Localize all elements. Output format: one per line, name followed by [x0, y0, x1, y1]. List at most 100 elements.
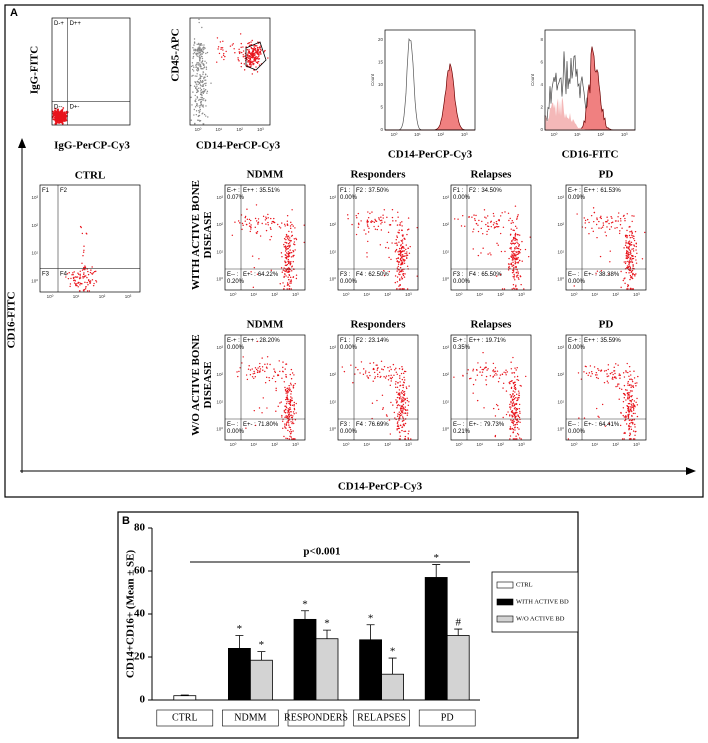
event-dot	[380, 376, 381, 377]
event-dot	[628, 252, 629, 253]
event-dot	[246, 209, 247, 210]
event-dot	[511, 387, 512, 388]
log-tick-label: 10⁰	[329, 277, 336, 282]
event-dot	[617, 385, 618, 386]
event-dot	[626, 242, 627, 243]
event-dot	[594, 212, 595, 213]
event-dot	[399, 271, 400, 272]
event-dot	[395, 282, 396, 283]
event-dot	[397, 244, 398, 245]
event-dot	[512, 288, 513, 289]
event-dot	[513, 237, 514, 238]
event-dot	[511, 223, 512, 224]
event-dot	[518, 253, 519, 254]
event-dot	[625, 245, 626, 246]
event-dot	[286, 417, 287, 418]
event-dot	[283, 436, 284, 437]
event-dot	[296, 278, 297, 279]
event-dot	[230, 45, 231, 46]
event-dot	[275, 381, 276, 382]
event-dot	[514, 248, 515, 249]
log-tick-label: 10⁰	[456, 442, 463, 447]
event-dot	[636, 382, 637, 383]
event-dot	[287, 438, 288, 439]
event-dot	[266, 218, 267, 219]
event-dot	[80, 275, 81, 276]
event-dot	[267, 222, 268, 223]
event-dot	[375, 220, 376, 221]
event-dot	[632, 385, 633, 386]
event-dot	[371, 220, 372, 221]
event-dot	[376, 365, 377, 366]
event-dot	[511, 380, 512, 381]
event-dot	[248, 49, 249, 50]
event-dot	[388, 375, 389, 376]
event-dot	[505, 374, 506, 375]
event-dot	[285, 239, 286, 240]
event-dot	[202, 71, 203, 72]
event-dot	[624, 277, 625, 278]
event-dot	[596, 219, 597, 220]
error-bar	[235, 636, 243, 649]
event-dot	[390, 259, 391, 260]
event-dot	[397, 423, 398, 424]
event-dot	[203, 98, 204, 99]
event-dot	[598, 370, 599, 371]
bar	[360, 640, 382, 700]
event-dot	[293, 387, 294, 388]
event-dot	[284, 276, 285, 277]
event-dot	[627, 406, 628, 407]
event-dot	[510, 401, 511, 402]
event-dot	[477, 225, 478, 226]
log-tick-label: 10²	[384, 292, 391, 297]
event-dot	[195, 101, 196, 102]
event-dot	[367, 220, 368, 221]
event-dot	[635, 402, 636, 403]
event-dot	[401, 406, 402, 407]
event-dot	[218, 46, 219, 47]
event-dot	[200, 94, 201, 95]
event-dot	[514, 391, 515, 392]
event-dot	[202, 97, 203, 98]
event-dot	[205, 105, 206, 106]
event-dot	[509, 381, 510, 382]
event-dot	[255, 367, 256, 368]
event-dot	[222, 41, 223, 42]
event-dot	[624, 220, 625, 221]
event-dot	[517, 367, 518, 368]
event-dot	[249, 52, 250, 53]
event-dot	[365, 372, 366, 373]
event-dot	[475, 215, 476, 216]
event-dot	[293, 405, 294, 406]
event-dot	[405, 423, 406, 424]
event-dot	[199, 107, 200, 108]
event-dot	[79, 277, 80, 278]
event-dot	[508, 220, 509, 221]
event-dot	[253, 287, 254, 288]
event-dot	[625, 236, 626, 237]
event-dot	[250, 61, 251, 62]
event-dot	[634, 400, 635, 401]
event-dot	[275, 388, 276, 389]
event-dot	[266, 377, 267, 378]
event-dot	[292, 265, 293, 266]
event-dot	[602, 404, 603, 405]
event-dot	[410, 438, 411, 439]
event-dot	[222, 49, 223, 50]
event-dot	[604, 382, 605, 383]
event-dot	[241, 43, 242, 44]
event-dot	[629, 244, 630, 245]
log-tick-label: 10³	[633, 292, 640, 297]
event-dot	[462, 375, 463, 376]
event-dot	[386, 376, 387, 377]
event-dot	[633, 244, 634, 245]
event-dot	[258, 47, 259, 48]
event-dot	[281, 378, 282, 379]
quadrant-text: 0.00%	[568, 345, 586, 351]
legend-swatch	[497, 616, 513, 622]
event-dot	[355, 367, 356, 368]
y-tick-label: 40	[134, 608, 146, 620]
quadrant-text: 0.00%	[340, 429, 358, 435]
event-dot	[400, 253, 401, 254]
event-dot	[95, 280, 96, 281]
